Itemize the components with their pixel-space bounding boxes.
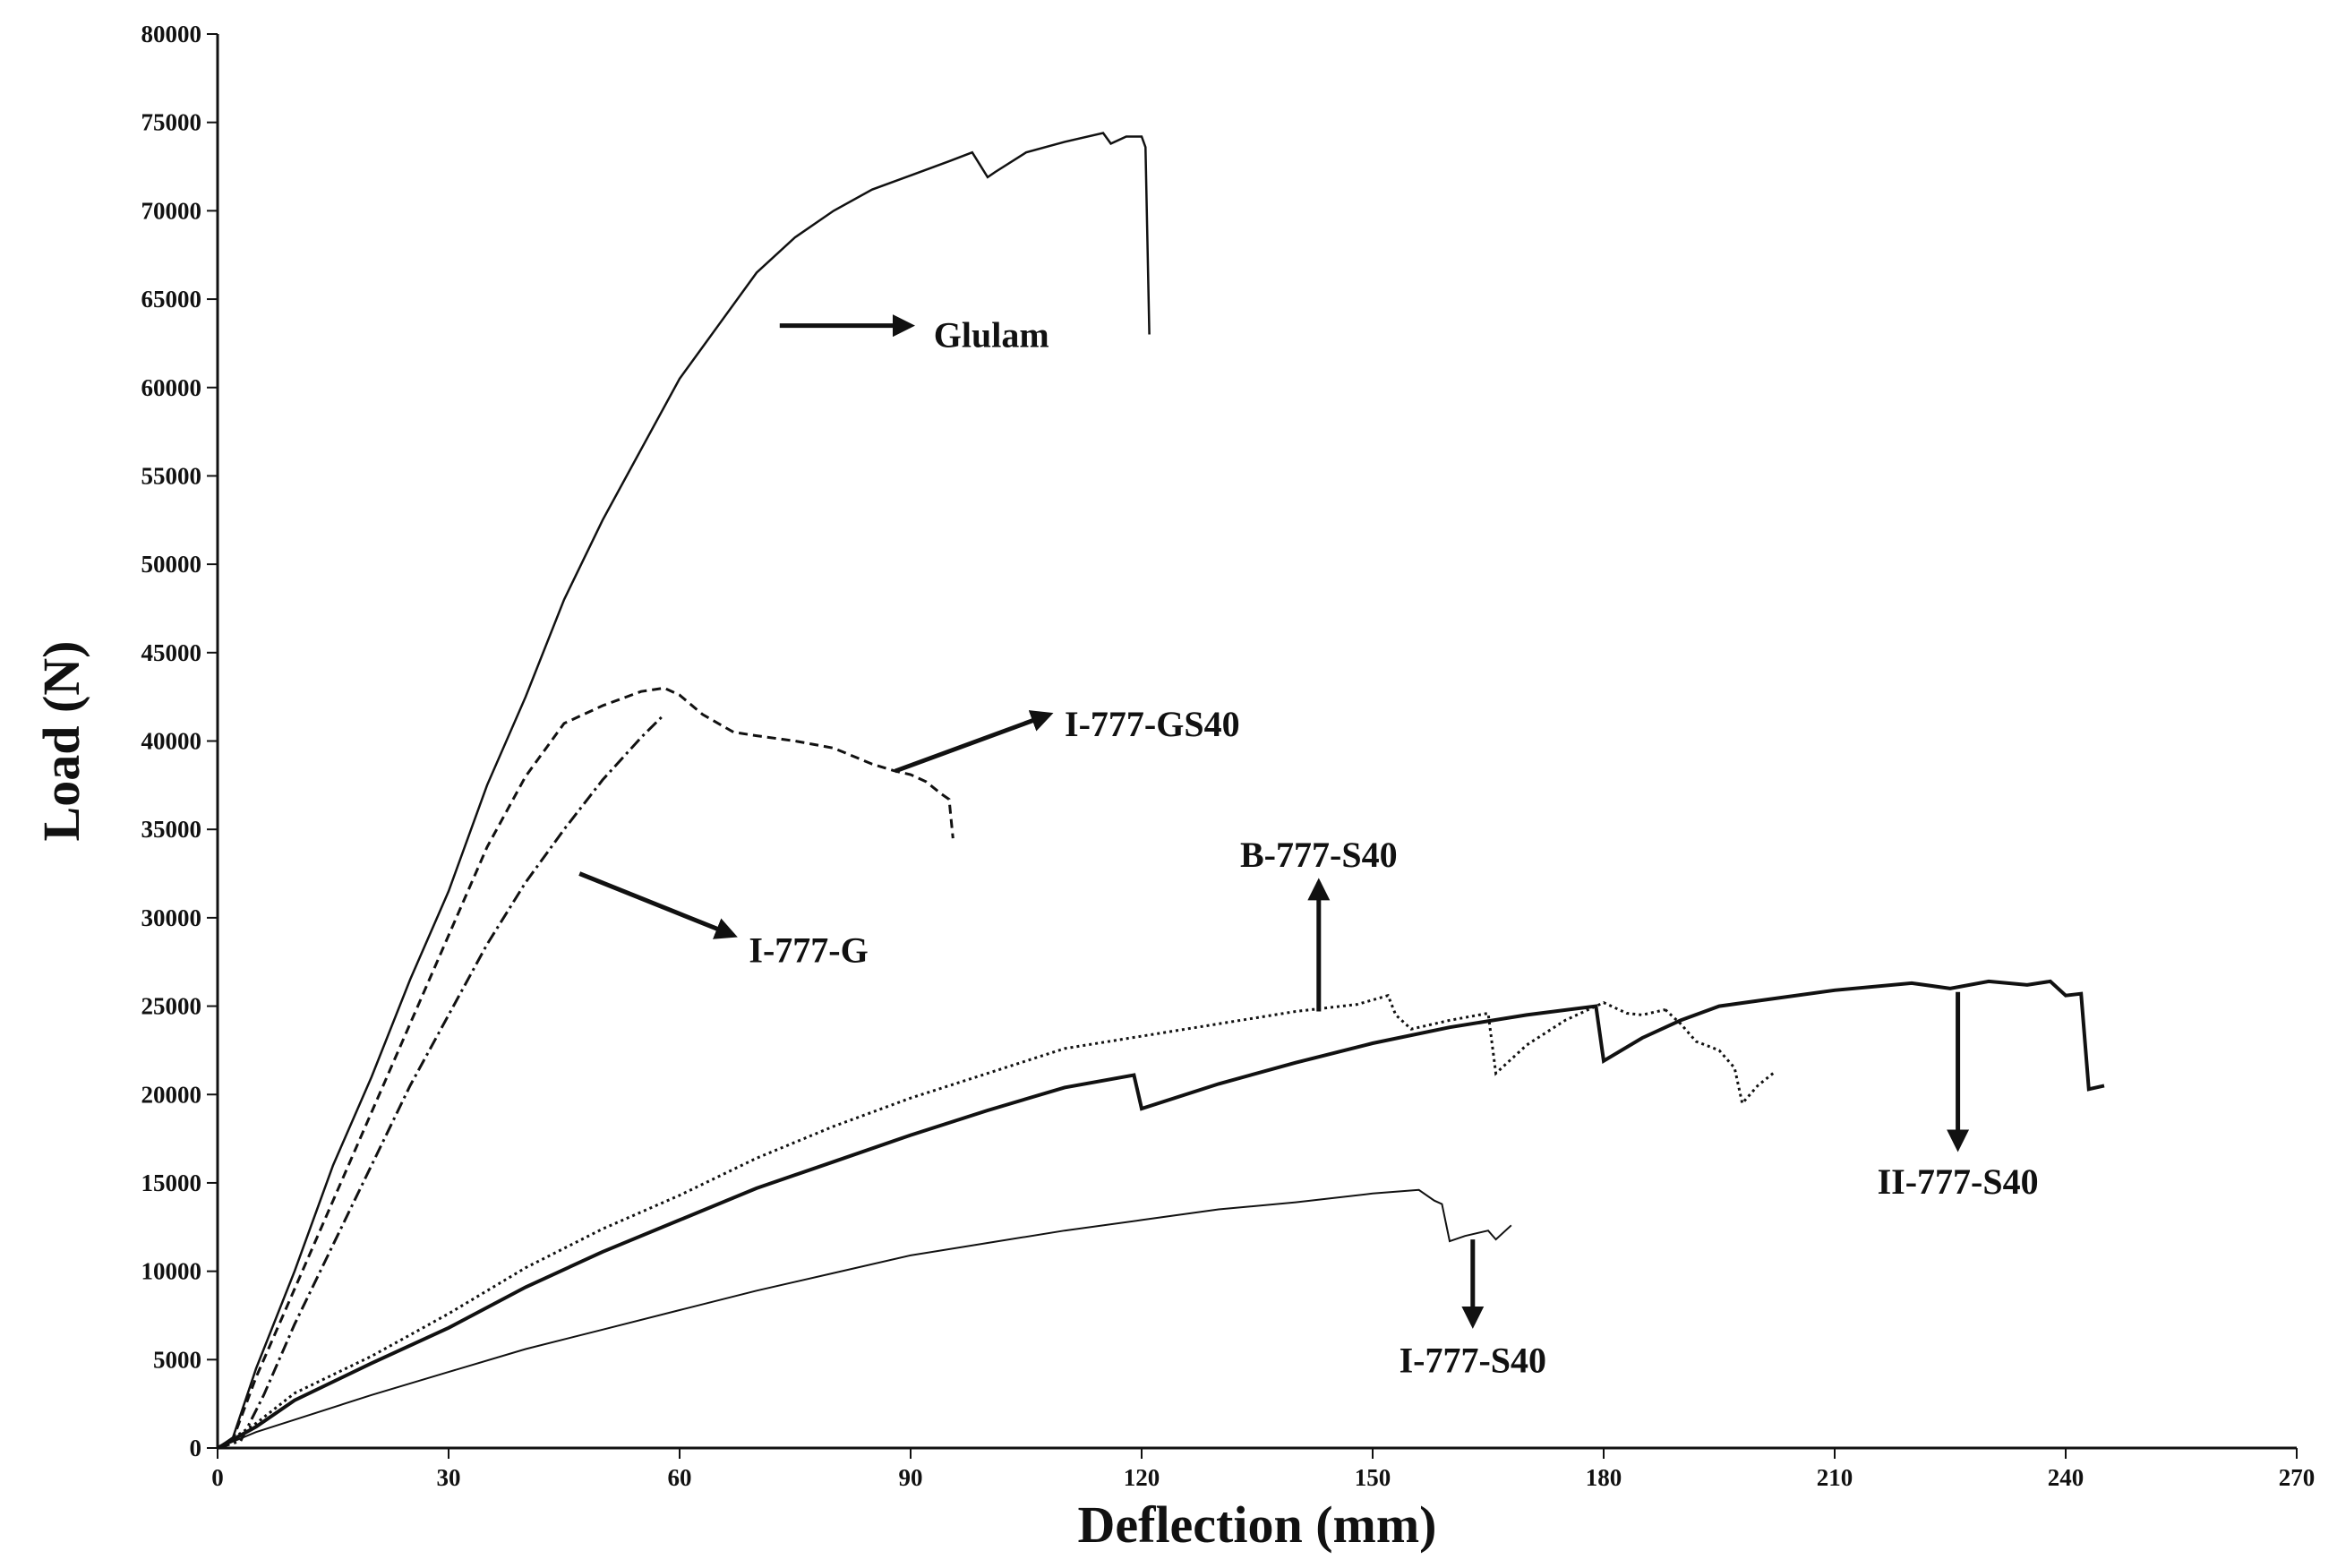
y-tick-label: 65000 xyxy=(141,286,202,313)
x-tick-label: 150 xyxy=(1355,1464,1391,1491)
series-lines xyxy=(217,132,2105,1450)
y-tick-label: 25000 xyxy=(141,993,202,1020)
series-ii-777-s40 xyxy=(217,979,2105,1450)
i-777-g-arrow xyxy=(578,871,738,939)
glulam-label: Glulam xyxy=(934,315,1049,356)
y-tick-label: 5000 xyxy=(153,1346,201,1373)
series-i-777-s40 xyxy=(217,1188,1512,1449)
y-tick-label: 40000 xyxy=(141,728,202,755)
series-i-777-g xyxy=(217,713,665,1450)
x-tick-label: 90 xyxy=(899,1464,923,1491)
b-777-s40-label: B-777-S40 xyxy=(1240,835,1398,875)
y-axis-title: Load (N) xyxy=(32,641,90,842)
x-tick-label: 180 xyxy=(1586,1464,1622,1491)
y-tick-label: 30000 xyxy=(141,904,202,931)
y-tick-label: 80000 xyxy=(141,21,202,47)
x-tick-label: 30 xyxy=(437,1464,461,1491)
y-tick-label: 70000 xyxy=(141,197,202,224)
x-tick-label: 60 xyxy=(668,1464,692,1491)
y-tick-label: 60000 xyxy=(141,374,202,401)
y-tick-label: 75000 xyxy=(141,109,202,136)
x-tick-label: 240 xyxy=(2048,1464,2084,1491)
x-tick-label: 210 xyxy=(1817,1464,1853,1491)
y-tick-label: 20000 xyxy=(141,1081,202,1108)
y-tick-label: 35000 xyxy=(141,816,202,843)
i-777-s40-label: I-777-S40 xyxy=(1400,1340,1546,1380)
series-annotations: Glulam I-777-GS40 I-777-G B-777-S40 II-7… xyxy=(578,314,2039,1380)
axes xyxy=(216,34,2297,1450)
y-tick-label: 10000 xyxy=(141,1258,202,1285)
x-axis-title: Deflection (mm) xyxy=(1078,1495,1437,1554)
ii-777-s40-label: II-777-S40 xyxy=(1878,1161,2039,1202)
x-tick-label: 120 xyxy=(1124,1464,1160,1491)
x-tick-label: 270 xyxy=(2279,1464,2316,1491)
series-glulam xyxy=(217,132,1151,1450)
y-axis-ticks: 0 5000 10000 15000 20000 25000 30000 35000 40000… xyxy=(141,21,218,1461)
y-tick-label: 15000 xyxy=(141,1170,202,1196)
i-777-g-label: I-777-G xyxy=(749,930,868,970)
i-777-gs40-label: I-777-GS40 xyxy=(1065,704,1240,744)
y-tick-label: 50000 xyxy=(141,551,202,578)
y-tick-label: 55000 xyxy=(141,462,202,489)
x-axis-ticks: 0 30 60 90 120 150 180 210 240 270 xyxy=(211,1448,2315,1491)
y-tick-label: 45000 xyxy=(141,639,202,666)
i-777-gs40-arrow xyxy=(894,710,1054,774)
series-i-777-gs40 xyxy=(217,686,954,1450)
x-tick-label: 0 xyxy=(211,1464,224,1491)
y-tick-label: 0 xyxy=(190,1435,202,1461)
series-b-777-s40 xyxy=(217,993,1666,1450)
series-b-777-s40-branch xyxy=(1664,1008,1775,1107)
